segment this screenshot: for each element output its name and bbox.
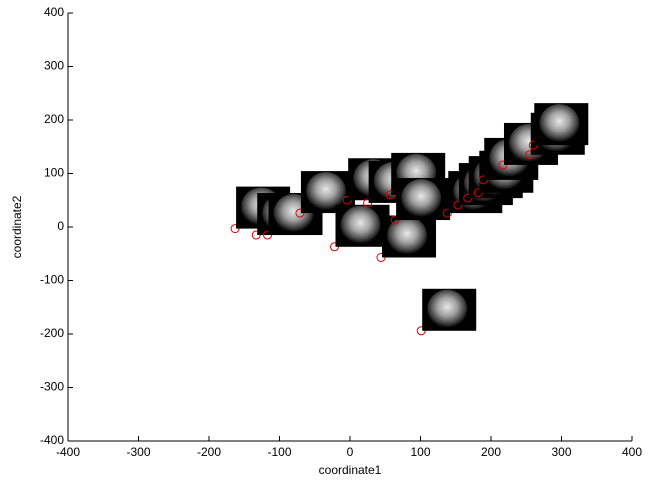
x-tick-label: 400 bbox=[622, 445, 642, 459]
y-tick-label: -200 bbox=[40, 326, 64, 340]
image-face bbox=[387, 216, 428, 255]
y-tick-label: 400 bbox=[44, 5, 64, 19]
image-face bbox=[539, 104, 580, 143]
y-tick-label: 300 bbox=[44, 59, 64, 73]
face-image bbox=[396, 178, 451, 221]
face-image bbox=[534, 103, 589, 146]
y-tick-label: 0 bbox=[57, 219, 64, 233]
y-tick-label: -300 bbox=[40, 380, 64, 394]
y-tick-label: -100 bbox=[40, 273, 64, 287]
y-tick-label: 100 bbox=[44, 166, 64, 180]
image-face bbox=[401, 179, 442, 218]
face-image bbox=[422, 288, 477, 331]
x-axis-label: coordinate1 bbox=[319, 463, 382, 477]
y-tick-label: 200 bbox=[44, 112, 64, 126]
point-marker bbox=[528, 140, 538, 150]
x-tick-label: -100 bbox=[267, 445, 291, 459]
x-tick-label: -400 bbox=[56, 445, 80, 459]
y-axis-label: coordinate2 bbox=[10, 195, 24, 258]
face-image bbox=[335, 204, 390, 247]
x-tick-label: -200 bbox=[197, 445, 221, 459]
image-face bbox=[427, 289, 468, 328]
image-face bbox=[305, 172, 346, 211]
x-tick-label: 200 bbox=[481, 445, 501, 459]
face-image bbox=[382, 215, 437, 258]
x-tick-label: -300 bbox=[126, 445, 150, 459]
y-tick-label: -400 bbox=[40, 433, 64, 447]
x-tick-label: 0 bbox=[347, 445, 354, 459]
image-face bbox=[340, 205, 381, 244]
x-tick-label: 300 bbox=[551, 445, 571, 459]
x-tick-label: 100 bbox=[410, 445, 430, 459]
